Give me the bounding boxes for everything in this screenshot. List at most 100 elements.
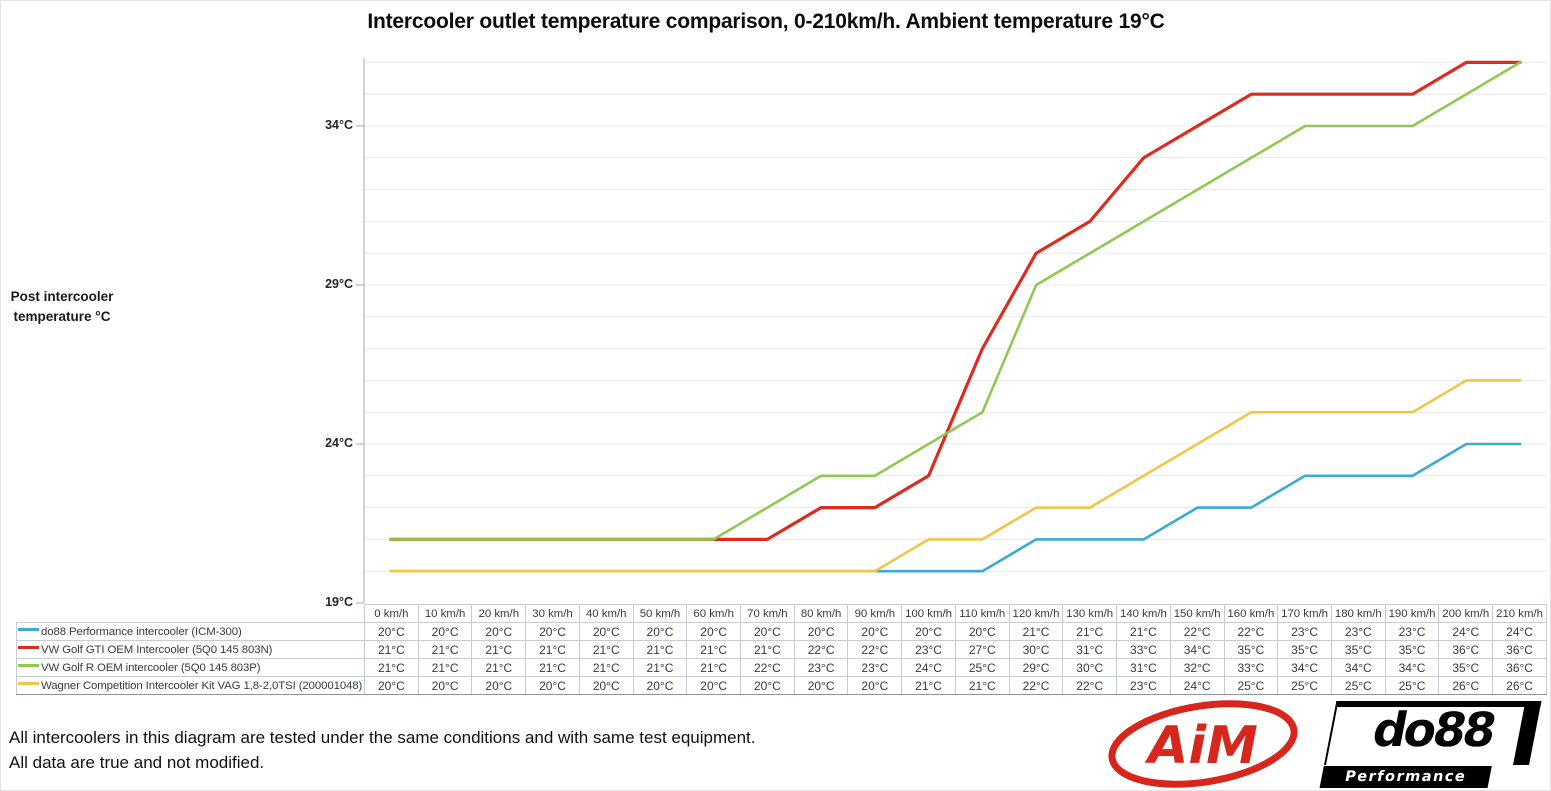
series-line-1 <box>389 60 1522 542</box>
y-tick-label: 34°C <box>325 118 353 132</box>
temperature-cell: 25°C <box>954 658 1010 677</box>
temperature-cell: 36°C <box>1492 640 1547 659</box>
temperature-cell: 34°C <box>1330 658 1386 677</box>
temperature-cell: 34°C <box>1277 658 1332 677</box>
temperature-cell: 20°C <box>364 676 419 695</box>
temperature-cell: 29°C <box>1008 658 1064 677</box>
temperature-cell: 36°C <box>1438 640 1494 659</box>
speed-column-header: 130 km/h <box>1062 604 1118 623</box>
series-color-swatch-icon <box>18 628 39 632</box>
temperature-cell: 23°C <box>1277 622 1332 641</box>
temperature-cell: 22°C <box>1169 622 1225 641</box>
y-tick-label: 24°C <box>325 436 353 450</box>
temperature-cell: 21°C <box>1116 622 1171 641</box>
temperature-cell: 21°C <box>417 658 473 677</box>
speed-column-header: 90 km/h <box>847 604 903 623</box>
temperature-cell: 22°C <box>1062 676 1118 695</box>
temperature-cell: 20°C <box>793 676 849 695</box>
speed-column-header: 150 km/h <box>1169 604 1225 623</box>
temperature-cell: 31°C <box>1062 640 1118 659</box>
table-row-series-1: VW Golf GTI OEM Intercooler (5Q0 145 803… <box>16 640 1547 659</box>
series-color-swatch-icon <box>18 646 39 650</box>
table-header-row: 0 km/h 10 km/h 20 km/h 30 km/h 40 km/h 50 km/… <box>16 604 1547 623</box>
speed-column-header: 30 km/h <box>525 604 580 623</box>
temperature-cell: 35°C <box>1223 640 1279 659</box>
temperature-cell: 21°C <box>632 658 688 677</box>
temperature-cell: 35°C <box>1330 640 1386 659</box>
temperature-cell: 20°C <box>525 676 580 695</box>
temperature-cell: 35°C <box>1277 640 1332 659</box>
temperature-cell: 26°C <box>1438 676 1494 695</box>
temperature-cell: 24°C <box>1169 676 1225 695</box>
table-row-series-2: VW Golf R OEM intercooler (5Q0 145 803P)… <box>16 658 1547 677</box>
temperature-cell: 33°C <box>1223 658 1279 677</box>
temperature-cell: 21°C <box>1008 622 1064 641</box>
speed-column-header: 180 km/h <box>1330 604 1386 623</box>
temperature-cell: 21°C <box>364 640 419 659</box>
temperature-cell: 20°C <box>471 676 527 695</box>
series-name: do88 Performance intercooler (ICM-300) <box>41 625 242 638</box>
aim-logo-ellipse-icon <box>1108 700 1298 788</box>
speed-column-header: 200 km/h <box>1438 604 1494 623</box>
line-chart-plot-area <box>356 58 1547 604</box>
speed-column-header: 120 km/h <box>1008 604 1064 623</box>
temperature-cell: 20°C <box>740 622 795 641</box>
temperature-cell: 20°C <box>686 676 742 695</box>
y-tick-label: 29°C <box>325 277 353 291</box>
temperature-cell: 24°C <box>1438 622 1494 641</box>
y-axis-title-line2: temperature °C <box>13 309 111 324</box>
table-row-series-3: Wagner Competition Intercooler Kit VAG 1… <box>16 676 1547 695</box>
temperature-cell: 25°C <box>1277 676 1332 695</box>
temperature-cell: 21°C <box>686 658 742 677</box>
temperature-cell: 21°C <box>364 658 419 677</box>
temperature-cell: 20°C <box>632 622 688 641</box>
series-line-3 <box>389 379 1522 573</box>
footnote-line1: All intercoolers in this diagram are tes… <box>9 728 756 747</box>
temperature-cell: 23°C <box>1330 622 1386 641</box>
temperature-cell: 30°C <box>1008 640 1064 659</box>
temperature-cell: 23°C <box>793 658 849 677</box>
speed-column-header: 0 km/h <box>364 604 419 623</box>
speed-column-header: 190 km/h <box>1384 604 1440 623</box>
temperature-cell: 20°C <box>632 676 688 695</box>
temperature-cell: 22°C <box>1008 676 1064 695</box>
temperature-cell: 35°C <box>1384 640 1440 659</box>
temperature-cell: 21°C <box>1062 622 1118 641</box>
table-row-series-0: do88 Performance intercooler (ICM-300) 20… <box>16 622 1547 641</box>
data-table: 0 km/h 10 km/h 20 km/h 30 km/h 40 km/h 50 km/… <box>16 604 1547 695</box>
temperature-cell: 33°C <box>1116 640 1171 659</box>
temperature-cell: 34°C <box>1384 658 1440 677</box>
temperature-cell: 20°C <box>578 676 634 695</box>
temperature-cell: 34°C <box>1169 640 1225 659</box>
temperature-cell: 25°C <box>1384 676 1440 695</box>
legend-cell: VW Golf R OEM intercooler (5Q0 145 803P) <box>16 658 365 677</box>
temperature-cell: 23°C <box>901 640 956 659</box>
series-color-swatch-icon <box>18 664 39 668</box>
aim-logo-text: AiM <box>1144 716 1258 776</box>
y-axis-title-line1: Post intercooler <box>10 289 114 304</box>
temperature-cell: 20°C <box>525 622 580 641</box>
legend-cell: VW Golf GTI OEM Intercooler (5Q0 145 803… <box>16 640 365 659</box>
speed-column-header: 50 km/h <box>632 604 688 623</box>
temperature-cell: 22°C <box>740 658 795 677</box>
temperature-cell: 20°C <box>847 622 903 641</box>
temperature-cell: 32°C <box>1169 658 1225 677</box>
speed-column-header: 10 km/h <box>417 604 473 623</box>
temperature-cell: 20°C <box>793 622 849 641</box>
do88-logo-performance-text: Performance <box>1319 766 1492 788</box>
temperature-cell: 20°C <box>578 622 634 641</box>
footnote-line2: All data are true and not modified. <box>9 753 265 772</box>
temperature-cell: 35°C <box>1438 658 1494 677</box>
speed-column-header: 210 km/h <box>1492 604 1547 623</box>
temperature-cell: 21°C <box>954 676 1010 695</box>
speed-column-header: 140 km/h <box>1116 604 1171 623</box>
temperature-cell: 21°C <box>632 640 688 659</box>
temperature-cell: 25°C <box>1223 676 1279 695</box>
legend-cell: Wagner Competition Intercooler Kit VAG 1… <box>16 676 365 695</box>
temperature-cell: 21°C <box>740 640 795 659</box>
temperature-cell: 21°C <box>471 658 527 677</box>
temperature-cell: 25°C <box>1330 676 1386 695</box>
footnote: All intercoolers in this diagram are tes… <box>9 725 756 775</box>
chart-title: Intercooler outlet temperature compariso… <box>367 10 1165 33</box>
